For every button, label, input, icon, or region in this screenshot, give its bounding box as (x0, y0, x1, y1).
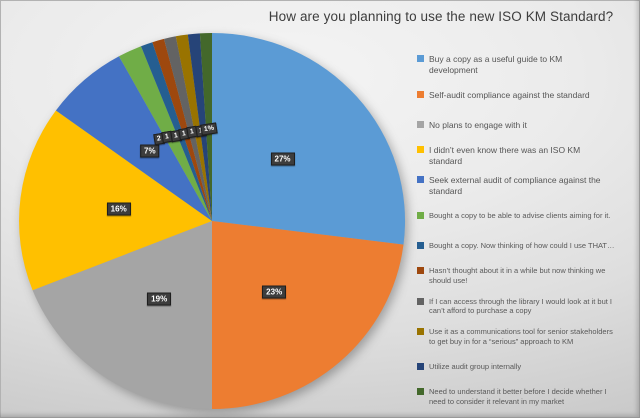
pie-slice (212, 32, 406, 245)
legend-item: Hasn’t thought about it in a while but n… (417, 266, 639, 286)
legend-label: Self-audit compliance against the standa… (429, 89, 590, 100)
legend-item: Bought a copy. Now thinking of how could… (417, 241, 639, 251)
pie-slice (19, 110, 212, 291)
legend-swatch (417, 388, 424, 396)
pie-slices-group (19, 32, 406, 409)
legend-swatch (417, 267, 424, 275)
legend-item: Seek external audit of compliance agains… (417, 175, 639, 197)
legend-label: Bought a copy to be able to advise clien… (429, 211, 611, 221)
pie-slice (32, 221, 212, 409)
legend-item: Buy a copy as a useful guide to KM develo… (417, 54, 639, 76)
legend-swatch (417, 297, 424, 305)
legend: Buy a copy as a useful guide to KM develo… (417, 50, 639, 412)
legend-item: Need to understand it better before I de… (417, 387, 639, 407)
legend-label: Seek external audit of compliance agains… (429, 174, 601, 196)
legend-item: No plans to engage with it (417, 120, 639, 131)
legend-swatch (417, 145, 424, 153)
legend-item: I didn’t even know there was an ISO KM st… (417, 145, 639, 167)
legend-swatch (417, 362, 424, 370)
legend-label: Buy a copy as a useful guide to KM develo… (429, 54, 563, 76)
legend-swatch (417, 242, 424, 250)
legend-label: Use it as a communications tool for seni… (429, 326, 613, 346)
chart-title: How are you planning to use the new ISO … (268, 9, 614, 24)
legend-item: Utilize audit group internally (417, 362, 639, 372)
legend-item: Bought a copy to be able to advise clien… (417, 211, 639, 221)
legend-swatch (417, 90, 424, 98)
legend-swatch (417, 327, 424, 335)
legend-swatch (417, 175, 424, 183)
legend-item: Self-audit compliance against the standa… (417, 90, 639, 101)
pie-slice (55, 56, 213, 221)
pie-slice (212, 221, 404, 409)
legend-item: Use it as a communications tool for seni… (417, 327, 639, 347)
legend-label: I didn’t even know there was an ISO KM st… (429, 144, 581, 166)
legend-label: If I can access through the library I wo… (429, 296, 613, 316)
legend-swatch (417, 212, 424, 220)
legend-label: Hasn’t thought about it in a while but n… (429, 266, 606, 286)
legend-label: Bought a copy. Now thinking of how could… (429, 241, 615, 251)
legend-label: Utilize audit group internally (429, 361, 522, 371)
legend-label: Need to understand it better before I de… (429, 387, 607, 406)
legend-item: If I can access through the library I wo… (417, 297, 639, 317)
legend-label: No plans to engage with it (429, 119, 527, 130)
legend-swatch (417, 55, 424, 63)
legend-swatch (417, 120, 424, 128)
